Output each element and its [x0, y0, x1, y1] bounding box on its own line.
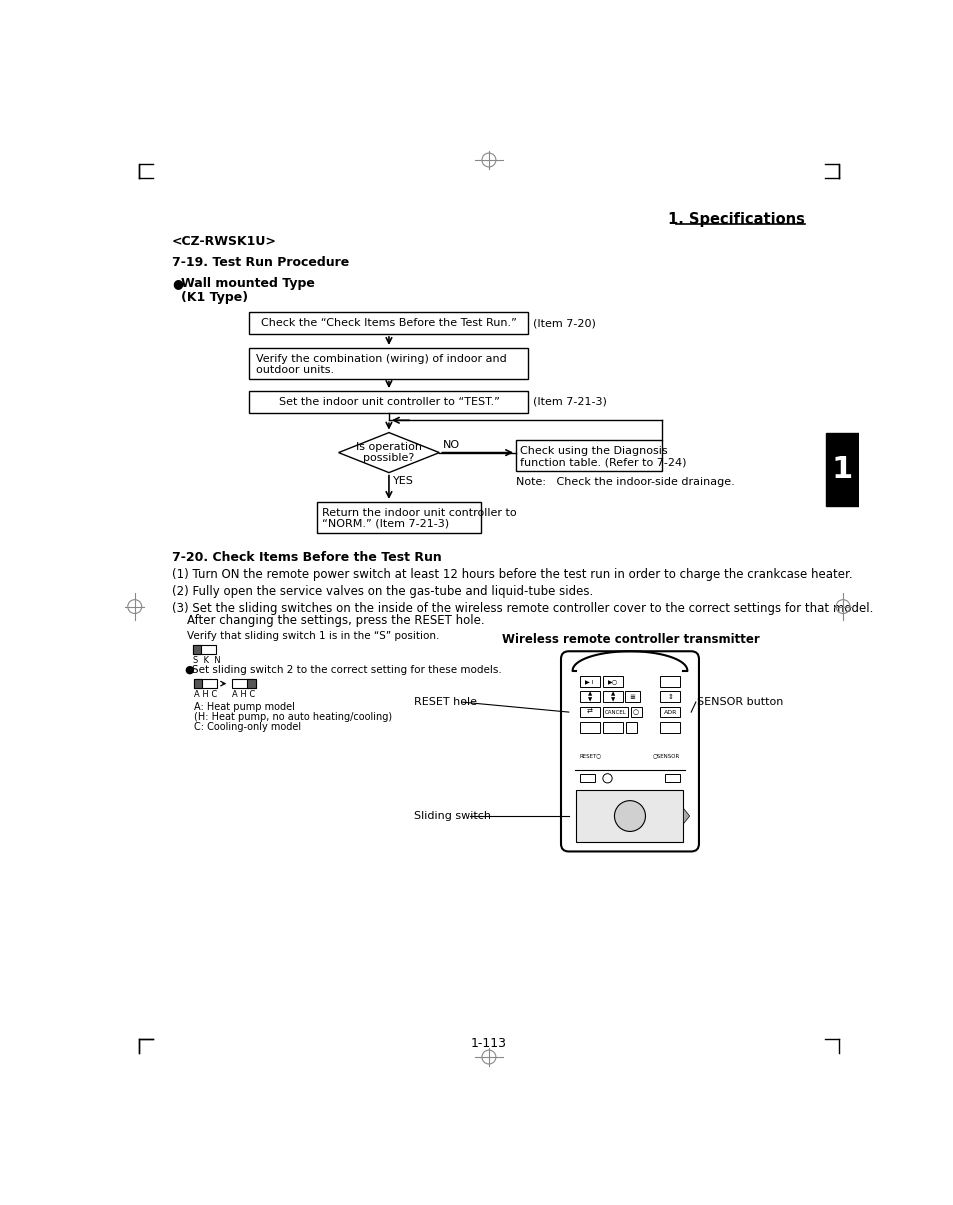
Bar — [249, 390, 528, 412]
Bar — [624, 692, 639, 703]
Text: Sliding switch: Sliding switch — [414, 811, 490, 821]
Text: 1-113: 1-113 — [471, 1038, 506, 1051]
Text: function table. (Refer to 7-24): function table. (Refer to 7-24) — [519, 457, 686, 468]
Text: (H: Heat pump, no auto heating/cooling): (H: Heat pump, no auto heating/cooling) — [193, 712, 392, 722]
Text: Is operation: Is operation — [355, 442, 421, 452]
Text: ⇄: ⇄ — [586, 709, 592, 715]
Bar — [579, 676, 599, 687]
Text: Wall mounted Type: Wall mounted Type — [181, 277, 314, 290]
Text: SENSOR button: SENSOR button — [697, 696, 783, 707]
Text: A H C: A H C — [233, 689, 255, 699]
Text: Check using the Diagnosis: Check using the Diagnosis — [519, 446, 667, 457]
Text: ▲
▼: ▲ ▼ — [610, 692, 615, 703]
Text: Return the indoor unit controller to: Return the indoor unit controller to — [321, 509, 516, 518]
Circle shape — [614, 800, 645, 831]
Text: ○: ○ — [633, 709, 639, 715]
Text: ≣: ≣ — [629, 694, 635, 700]
Text: YES: YES — [393, 476, 414, 487]
Text: (Item 7-20): (Item 7-20) — [533, 318, 596, 328]
Text: (K1 Type): (K1 Type) — [181, 290, 248, 304]
Text: Wireless remote controller transmitter: Wireless remote controller transmitter — [501, 633, 759, 646]
Text: ○SENSOR: ○SENSOR — [653, 753, 679, 758]
Text: C: Cooling-only model: C: Cooling-only model — [193, 722, 300, 733]
Text: 7-19. Test Run Procedure: 7-19. Test Run Procedure — [172, 257, 349, 269]
Bar — [659, 692, 679, 703]
Text: Set the indoor unit controller to “TEST.”: Set the indoor unit controller to “TEST.… — [278, 396, 498, 407]
Text: outdoor units.: outdoor units. — [255, 365, 334, 375]
Text: After changing the settings, press the RESET hole.: After changing the settings, press the R… — [172, 615, 484, 628]
Text: Check the “Check Items Before the Test Run.”: Check the “Check Items Before the Test R… — [261, 318, 517, 328]
Bar — [579, 706, 599, 717]
Text: <CZ-RWSK1U>: <CZ-RWSK1U> — [172, 235, 276, 248]
Bar — [664, 775, 679, 782]
Bar — [579, 775, 595, 782]
Text: (Item 7-21-3): (Item 7-21-3) — [533, 396, 606, 407]
Text: Note:   Check the indoor-side drainage.: Note: Check the indoor-side drainage. — [516, 477, 734, 487]
Bar — [193, 645, 201, 654]
Circle shape — [602, 774, 612, 783]
Text: CANCEL: CANCEL — [604, 710, 625, 715]
Text: ●: ● — [184, 665, 193, 675]
Text: Verify the combination (wiring) of indoor and: Verify the combination (wiring) of indoo… — [255, 354, 506, 364]
Text: ⇕: ⇕ — [667, 694, 673, 700]
Text: (1) Turn ON the remote power switch at least 12 hours before the test run in ord: (1) Turn ON the remote power switch at l… — [172, 568, 852, 581]
Bar — [659, 706, 679, 717]
Bar — [630, 706, 641, 717]
Bar — [247, 678, 255, 688]
Text: Set sliding switch 2 to the correct setting for these models.: Set sliding switch 2 to the correct sett… — [192, 665, 501, 675]
Bar — [249, 312, 528, 334]
Text: 1. Specifications: 1. Specifications — [667, 212, 804, 228]
FancyBboxPatch shape — [560, 651, 699, 852]
Text: 7-20. Check Items Before the Test Run: 7-20. Check Items Before the Test Run — [172, 551, 441, 564]
Bar — [233, 678, 255, 688]
Text: ADR: ADR — [663, 710, 677, 715]
Text: S  K  N: S K N — [193, 656, 220, 665]
Text: ▲
▼: ▲ ▼ — [587, 692, 591, 703]
Bar — [602, 722, 622, 733]
Text: A H C: A H C — [193, 689, 216, 699]
Bar — [602, 692, 622, 703]
Text: Verify that sliding switch 1 is in the “S” position.: Verify that sliding switch 1 is in the “… — [187, 631, 439, 641]
Bar — [193, 678, 202, 688]
Text: (2) Fully open the service valves on the gas-tube and liquid-tube sides.: (2) Fully open the service valves on the… — [172, 586, 593, 598]
Text: (3) Set the sliding switches on the inside of the wireless remote controller cov: (3) Set the sliding switches on the insi… — [172, 602, 872, 615]
Bar — [316, 501, 480, 533]
Text: “NORM.” (Item 7-21-3): “NORM.” (Item 7-21-3) — [321, 519, 448, 529]
Polygon shape — [682, 809, 689, 824]
Text: RESET hole: RESET hole — [414, 696, 476, 707]
Bar — [602, 676, 622, 687]
Polygon shape — [338, 433, 439, 472]
Bar — [193, 645, 216, 654]
Text: NO: NO — [443, 440, 460, 449]
Bar — [579, 722, 599, 733]
Bar — [602, 706, 627, 717]
Text: possible?: possible? — [363, 453, 415, 463]
Bar — [193, 678, 216, 688]
Bar — [249, 348, 528, 378]
Text: ▶ I: ▶ I — [585, 678, 594, 683]
Text: A: Heat pump model: A: Heat pump model — [193, 703, 294, 712]
Bar — [579, 692, 599, 703]
Text: RESET○: RESET○ — [579, 753, 601, 758]
Bar — [625, 722, 637, 733]
Bar — [659, 676, 679, 687]
Text: ▶○: ▶○ — [607, 678, 618, 683]
Bar — [576, 789, 682, 842]
Bar — [516, 440, 661, 471]
Bar — [659, 722, 679, 733]
Bar — [825, 434, 858, 506]
Text: ●: ● — [172, 277, 183, 290]
Text: 1: 1 — [831, 455, 852, 484]
